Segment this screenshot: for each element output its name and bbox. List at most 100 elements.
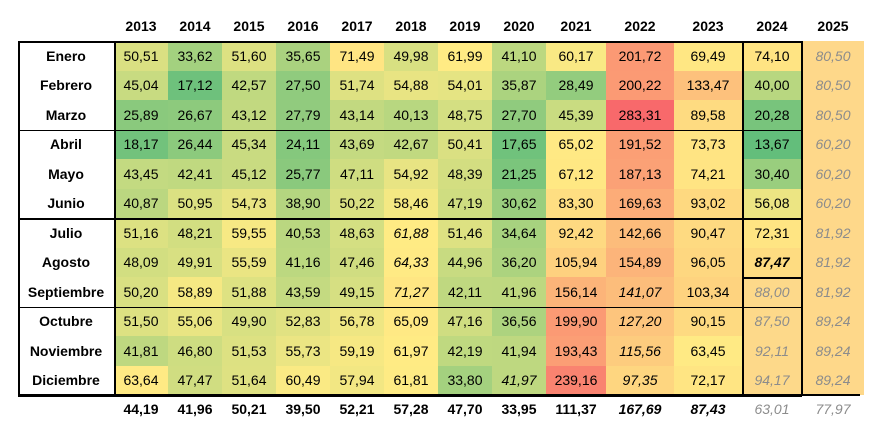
average-cell: 167,69	[618, 401, 662, 417]
year-header: 2017	[341, 18, 373, 34]
value-cell: 43,45	[114, 159, 168, 189]
value-cell: 87,50	[742, 306, 802, 336]
value-cell: 55,59	[222, 247, 276, 277]
value-cell: 17,65	[492, 129, 546, 159]
value-cell: 54,01	[438, 70, 492, 100]
average-cell: 39,50	[285, 401, 321, 417]
value-cell: 13,67	[742, 129, 802, 159]
value-cell: 51,64	[222, 365, 276, 395]
value-cell: 47,47	[168, 365, 222, 395]
value-cell: 88,00	[742, 277, 802, 307]
value-cell: 94,17	[742, 365, 802, 395]
value-cell: 81,92	[802, 218, 864, 248]
value-cell: 42,19	[438, 336, 492, 366]
value-cell: 61,88	[384, 218, 438, 248]
value-cell: 35,87	[492, 70, 546, 100]
month-label: Mayo	[18, 159, 114, 189]
table-border	[18, 306, 802, 308]
value-cell: 21,25	[492, 159, 546, 189]
value-cell: 43,12	[222, 100, 276, 130]
value-cell: 58,46	[384, 188, 438, 218]
table-border	[114, 41, 116, 395]
value-cell: 47,16	[438, 306, 492, 336]
value-cell: 50,20	[114, 277, 168, 307]
value-cell: 17,12	[168, 70, 222, 100]
value-cell: 27,70	[492, 100, 546, 130]
value-cell: 42,11	[438, 277, 492, 307]
year-header: 2021	[560, 18, 592, 34]
average-cell: 33,95	[501, 401, 537, 417]
value-cell: 142,66	[606, 218, 674, 248]
value-cell: 40,00	[742, 70, 802, 100]
value-cell: 50,51	[114, 41, 168, 71]
table-border	[18, 129, 802, 131]
value-cell: 30,62	[492, 188, 546, 218]
value-cell: 57,94	[330, 365, 384, 395]
table-border	[18, 218, 802, 220]
value-cell: 55,06	[168, 306, 222, 336]
value-cell: 169,63	[606, 188, 674, 218]
value-cell: 51,74	[330, 70, 384, 100]
average-cell: 111,37	[555, 401, 597, 417]
value-cell: 65,02	[546, 129, 606, 159]
average-cell: 50,21	[231, 401, 267, 417]
average-cell: 87,43	[690, 401, 726, 417]
value-cell: 60,17	[546, 41, 606, 71]
value-cell: 61,97	[384, 336, 438, 366]
value-cell: 36,56	[492, 306, 546, 336]
value-cell: 50,95	[168, 188, 222, 218]
year-header: 2016	[287, 18, 319, 34]
month-label: Octubre	[18, 306, 114, 336]
value-cell: 27,79	[276, 100, 330, 130]
month-label: Agosto	[18, 247, 114, 277]
value-cell: 41,81	[114, 336, 168, 366]
value-cell: 96,05	[674, 247, 742, 277]
month-label: Enero	[18, 41, 114, 71]
year-header: 2018	[395, 18, 427, 34]
value-cell: 72,31	[742, 218, 802, 248]
value-cell: 35,65	[276, 41, 330, 71]
value-cell: 93,02	[674, 188, 742, 218]
table-border	[742, 277, 802, 279]
value-cell: 47,46	[330, 247, 384, 277]
value-cell: 26,44	[168, 129, 222, 159]
value-cell: 63,64	[114, 365, 168, 395]
month-label: Marzo	[18, 100, 114, 130]
value-cell: 51,16	[114, 218, 168, 248]
month-label: Febrero	[18, 70, 114, 100]
table-border	[18, 41, 802, 43]
value-cell: 26,67	[168, 100, 222, 130]
value-cell: 60,20	[802, 159, 864, 189]
value-cell: 49,91	[168, 247, 222, 277]
value-cell: 72,17	[674, 365, 742, 395]
table-border	[18, 394, 860, 396]
year-header: 2014	[179, 18, 211, 34]
value-cell: 49,15	[330, 277, 384, 307]
value-cell: 61,81	[384, 365, 438, 395]
value-cell: 71,49	[330, 41, 384, 71]
value-cell: 71,27	[384, 277, 438, 307]
value-cell: 47,11	[330, 159, 384, 189]
value-cell: 127,20	[606, 306, 674, 336]
month-label: Julio	[18, 218, 114, 248]
value-cell: 43,14	[330, 100, 384, 130]
value-cell: 90,47	[674, 218, 742, 248]
value-cell: 42,67	[384, 129, 438, 159]
value-cell: 64,33	[384, 247, 438, 277]
value-cell: 65,09	[384, 306, 438, 336]
value-cell: 42,41	[168, 159, 222, 189]
value-cell: 49,98	[384, 41, 438, 71]
value-cell: 43,59	[276, 277, 330, 307]
value-cell: 63,45	[674, 336, 742, 366]
value-cell: 18,17	[114, 129, 168, 159]
value-cell: 81,92	[802, 277, 864, 307]
value-cell: 33,62	[168, 41, 222, 71]
value-cell: 45,34	[222, 129, 276, 159]
value-cell: 45,04	[114, 70, 168, 100]
table-border	[801, 41, 803, 395]
year-header: 2020	[503, 18, 535, 34]
value-cell: 56,08	[742, 188, 802, 218]
value-cell: 45,12	[222, 159, 276, 189]
value-cell: 92,42	[546, 218, 606, 248]
